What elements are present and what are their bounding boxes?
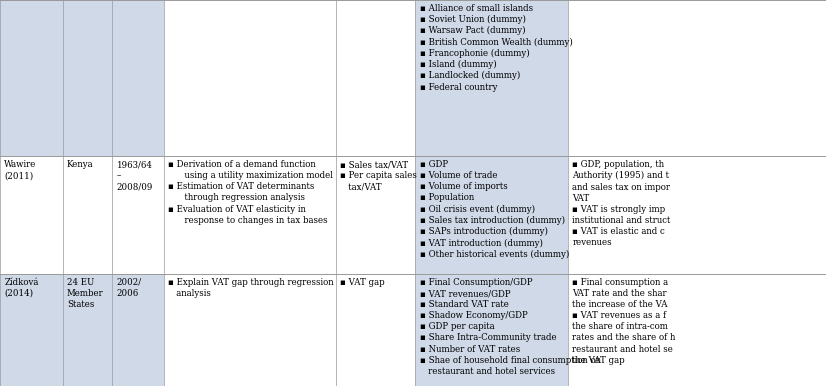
Bar xyxy=(568,274,826,386)
Bar xyxy=(336,0,415,156)
Text: ▪ GDP
▪ Volume of trade
▪ Volume of imports
▪ Population
▪ Oil crisis event (dum: ▪ GDP ▪ Volume of trade ▪ Volume of impo… xyxy=(420,160,569,259)
Text: Kenya: Kenya xyxy=(67,160,93,169)
Text: ▪ GDP, population, th
Authority (1995) and t
and sales tax on impor
VAT
▪ VAT is: ▪ GDP, population, th Authority (1995) a… xyxy=(572,160,671,247)
Bar xyxy=(112,274,164,386)
Text: Wawire
(2011): Wawire (2011) xyxy=(4,160,36,180)
Text: 2002/
2006: 2002/ 2006 xyxy=(116,278,141,298)
Bar xyxy=(63,156,112,274)
Bar xyxy=(0,274,63,386)
Bar xyxy=(0,0,63,156)
Text: ▪ Derivation of a demand function
      using a utility maximization model
▪ Est: ▪ Derivation of a demand function using … xyxy=(168,160,333,225)
Bar xyxy=(63,0,112,156)
Bar xyxy=(336,156,415,274)
Bar xyxy=(568,156,826,274)
Text: 24 EU
Member
States: 24 EU Member States xyxy=(67,278,103,309)
Bar xyxy=(415,156,568,274)
Bar xyxy=(336,274,415,386)
Text: ▪ Final Consumption/GDP
▪ VAT revenues/GDP
▪ Standard VAT rate
▪ Shadow Economy/: ▪ Final Consumption/GDP ▪ VAT revenues/G… xyxy=(420,278,601,376)
Text: ▪ Sales tax/VAT
▪ Per capita sales
   tax/VAT: ▪ Sales tax/VAT ▪ Per capita sales tax/V… xyxy=(340,160,417,191)
Text: ▪ Alliance of small islands
▪ Soviet Union (dummy)
▪ Warsaw Pact (dummy)
▪ Briti: ▪ Alliance of small islands ▪ Soviet Uni… xyxy=(420,4,572,91)
Bar xyxy=(112,0,164,156)
Bar xyxy=(164,156,336,274)
Text: Zídková
(2014): Zídková (2014) xyxy=(4,278,39,298)
Bar xyxy=(0,156,63,274)
Text: ▪ Final consumption a
VAT rate and the shar
the increase of the VA
▪ VAT revenue: ▪ Final consumption a VAT rate and the s… xyxy=(572,278,676,365)
Bar xyxy=(415,274,568,386)
Bar xyxy=(63,274,112,386)
Text: 1963/64
–
2008/09: 1963/64 – 2008/09 xyxy=(116,160,153,191)
Bar xyxy=(415,0,568,156)
Bar xyxy=(568,0,826,156)
Bar xyxy=(164,0,336,156)
Text: ▪ Explain VAT gap through regression
   analysis: ▪ Explain VAT gap through regression ana… xyxy=(168,278,334,298)
Bar xyxy=(164,274,336,386)
Bar xyxy=(112,156,164,274)
Text: ▪ VAT gap: ▪ VAT gap xyxy=(340,278,385,287)
